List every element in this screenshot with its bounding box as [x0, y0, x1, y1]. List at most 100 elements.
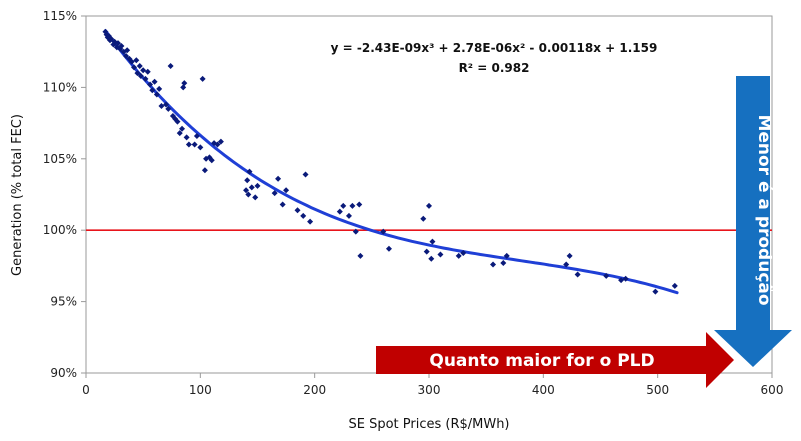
data-point	[156, 85, 163, 92]
down-arrow-label: Menor é a produção	[754, 114, 774, 305]
data-point	[500, 260, 507, 267]
plot-area	[85, 15, 773, 374]
data-point	[246, 168, 253, 175]
data-point	[252, 194, 259, 201]
data-point	[248, 184, 255, 191]
data-point	[137, 72, 144, 79]
data-point	[243, 187, 250, 194]
x-tick-label: 300	[418, 383, 441, 397]
data-point	[128, 58, 135, 65]
x-tick-label: 500	[646, 383, 669, 397]
data-point	[165, 105, 172, 112]
y-tick-label: 110%	[43, 80, 77, 94]
data-point	[302, 171, 309, 178]
data-point	[254, 182, 261, 189]
data-point	[283, 187, 290, 194]
data-point	[118, 42, 125, 49]
data-point	[185, 141, 192, 148]
data-point	[300, 212, 307, 219]
data-point	[217, 138, 224, 145]
data-point	[455, 252, 462, 259]
x-axis-title: SE Spot Prices (R$/MWh)	[348, 417, 509, 432]
data-point	[153, 91, 160, 98]
data-point	[271, 190, 278, 197]
data-point	[167, 62, 174, 69]
y-tick-label: 90%	[50, 366, 77, 380]
trendline	[103, 29, 679, 295]
data-point	[208, 157, 215, 164]
data-point	[163, 101, 170, 108]
data-point	[197, 144, 204, 151]
data-point	[437, 251, 444, 258]
data-point	[244, 177, 251, 184]
x-tick-label: 400	[532, 383, 555, 397]
data-point	[179, 125, 186, 132]
data-point	[618, 277, 625, 284]
data-point	[199, 75, 206, 82]
data-point	[180, 84, 187, 91]
data-point	[245, 191, 252, 198]
data-point	[460, 250, 467, 257]
data-point	[144, 68, 151, 75]
data-point	[183, 134, 190, 141]
x-tick-label: 600	[761, 383, 784, 397]
data-point	[131, 64, 138, 71]
data-point	[158, 102, 165, 109]
data-point	[345, 212, 352, 219]
data-point	[140, 67, 147, 74]
down-arrow-annotation	[714, 76, 792, 367]
data-point	[429, 238, 436, 245]
data-point	[147, 81, 154, 88]
data-point	[566, 252, 573, 259]
x-axis: 0 100 200 300 400 500 600	[82, 373, 783, 397]
data-point	[352, 228, 359, 235]
data-point	[603, 272, 610, 279]
y-axis: 90% 95% 100% 105% 110% 115%	[43, 9, 86, 380]
data-point	[622, 275, 629, 282]
data-point	[123, 52, 130, 59]
data-point	[136, 62, 143, 69]
data-point	[142, 75, 149, 82]
trendline-equation: y = -2.43E-09x³ + 2.78E-06x² - 0.00118x …	[331, 41, 658, 55]
data-point	[307, 218, 314, 225]
data-point	[294, 207, 301, 214]
data-point	[423, 248, 430, 255]
data-point	[652, 288, 659, 295]
data-point	[174, 118, 181, 125]
y-axis-title: Generation (% total FEC)	[10, 114, 25, 276]
y-tick-label: 105%	[43, 152, 77, 166]
data-point	[279, 201, 286, 208]
data-point	[124, 47, 131, 54]
data-point	[349, 202, 356, 209]
data-point	[176, 130, 183, 137]
data-point	[108, 35, 115, 42]
data-point	[426, 202, 432, 209]
data-points	[102, 28, 678, 295]
data-point	[151, 78, 158, 85]
data-point	[115, 40, 122, 47]
data-point	[563, 261, 570, 268]
x-tick-label: 200	[303, 383, 326, 397]
data-point	[420, 215, 427, 222]
x-tick-label: 0	[82, 383, 90, 397]
data-point	[134, 70, 141, 77]
data-point	[275, 175, 282, 182]
data-point	[191, 141, 198, 148]
data-point	[503, 252, 510, 259]
r-squared-label: R² = 0.982	[459, 61, 530, 75]
data-point	[181, 80, 188, 87]
data-point	[214, 141, 221, 148]
data-point	[201, 167, 208, 174]
data-point	[336, 208, 343, 215]
y-tick-label: 100%	[43, 223, 77, 237]
data-point	[428, 255, 435, 262]
x-tick-label: 100	[189, 383, 212, 397]
data-point	[380, 228, 387, 235]
data-point	[490, 261, 497, 268]
data-point	[357, 252, 364, 259]
right-arrow-label: Quanto maior for o PLD	[429, 351, 654, 371]
data-point	[356, 201, 363, 208]
data-point	[671, 282, 678, 289]
y-tick-label: 115%	[43, 9, 77, 23]
